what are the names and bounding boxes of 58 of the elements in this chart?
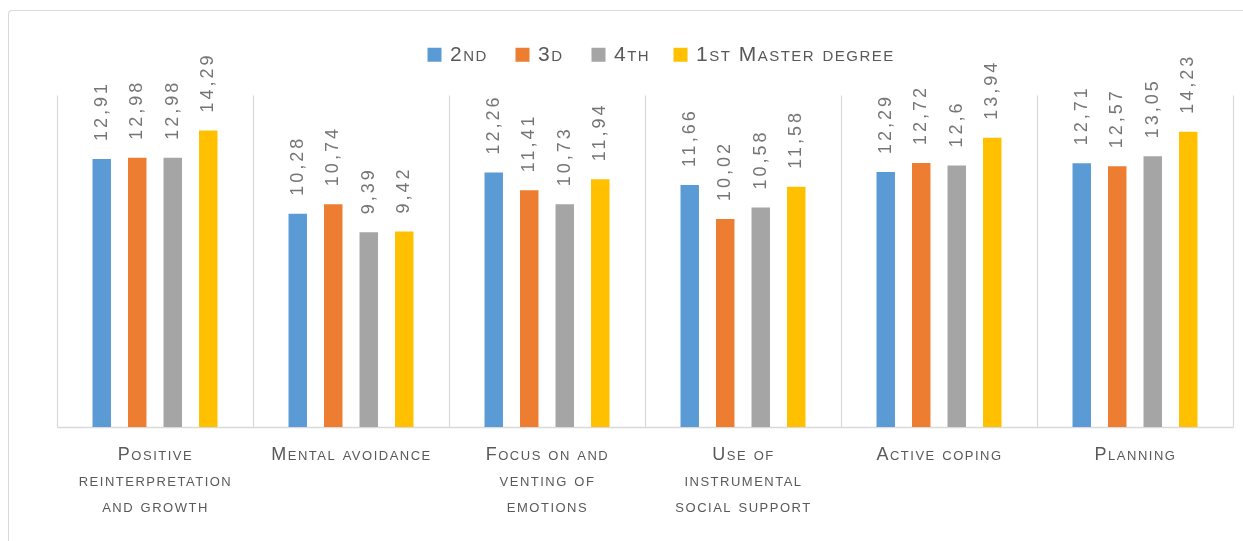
bar (751, 207, 770, 427)
data-label: 10,58 (749, 129, 770, 190)
data-label: 10,73 (553, 126, 574, 187)
bar (520, 190, 539, 427)
x-tick-label: Positive reinterpretation and growth (78, 443, 233, 516)
bar (395, 231, 414, 427)
bar (591, 179, 610, 427)
data-label: 9,39 (357, 167, 378, 215)
x-tick-label: Mental avoidance (271, 443, 432, 464)
data-label: 11,58 (785, 110, 806, 169)
data-label: 12,72 (910, 85, 931, 146)
data-label: 14,23 (1177, 53, 1198, 114)
bar (484, 172, 503, 427)
legend-label: 4th (614, 41, 651, 65)
x-tick-label: Focus on and venting of emotions (485, 443, 610, 516)
bar (288, 213, 307, 427)
data-label: 10,74 (322, 126, 343, 187)
data-label: 11,41 (518, 113, 539, 173)
data-label: 10,02 (714, 141, 735, 202)
bar (983, 137, 1002, 427)
legend-label: 2nd (450, 41, 488, 65)
data-label: 9,42 (393, 166, 414, 214)
bar (1072, 163, 1091, 427)
x-tick-label: Use of instrumental social support (675, 443, 812, 516)
bar (324, 204, 343, 427)
legend-label: 3d (538, 41, 564, 65)
bar (680, 185, 699, 427)
bar (1179, 131, 1198, 427)
data-label: 12,57 (1106, 88, 1127, 149)
data-label: 12,98 (161, 79, 182, 140)
bar (912, 163, 931, 427)
bar (876, 171, 895, 427)
legend-label: 1st Master degree (696, 41, 895, 65)
bar (1143, 156, 1162, 427)
bar (92, 159, 111, 427)
bar (555, 204, 574, 427)
data-label: 12,26 (482, 94, 503, 155)
data-label: 12,71 (1070, 85, 1091, 146)
data-label: 11,66 (678, 108, 699, 168)
data-label: 14,29 (197, 52, 218, 113)
bar (947, 165, 966, 427)
data-label: 11,94 (589, 102, 610, 162)
data-label: 12,6 (945, 100, 966, 148)
data-label: 13,05 (1141, 78, 1162, 139)
data-label: 13,94 (981, 59, 1002, 120)
data-label: 12,91 (90, 81, 111, 142)
x-tick-label: Active coping (876, 443, 1003, 464)
bar (199, 130, 218, 427)
bar (716, 219, 735, 427)
bar (787, 186, 806, 427)
bar (1108, 166, 1127, 427)
data-label: 12,98 (126, 79, 147, 140)
data-label: 12,29 (874, 93, 895, 154)
data-label: 10,28 (286, 135, 307, 196)
bar (163, 157, 182, 427)
bar (128, 157, 147, 427)
x-tick-label: Planning (1094, 443, 1177, 464)
bar (359, 232, 378, 427)
